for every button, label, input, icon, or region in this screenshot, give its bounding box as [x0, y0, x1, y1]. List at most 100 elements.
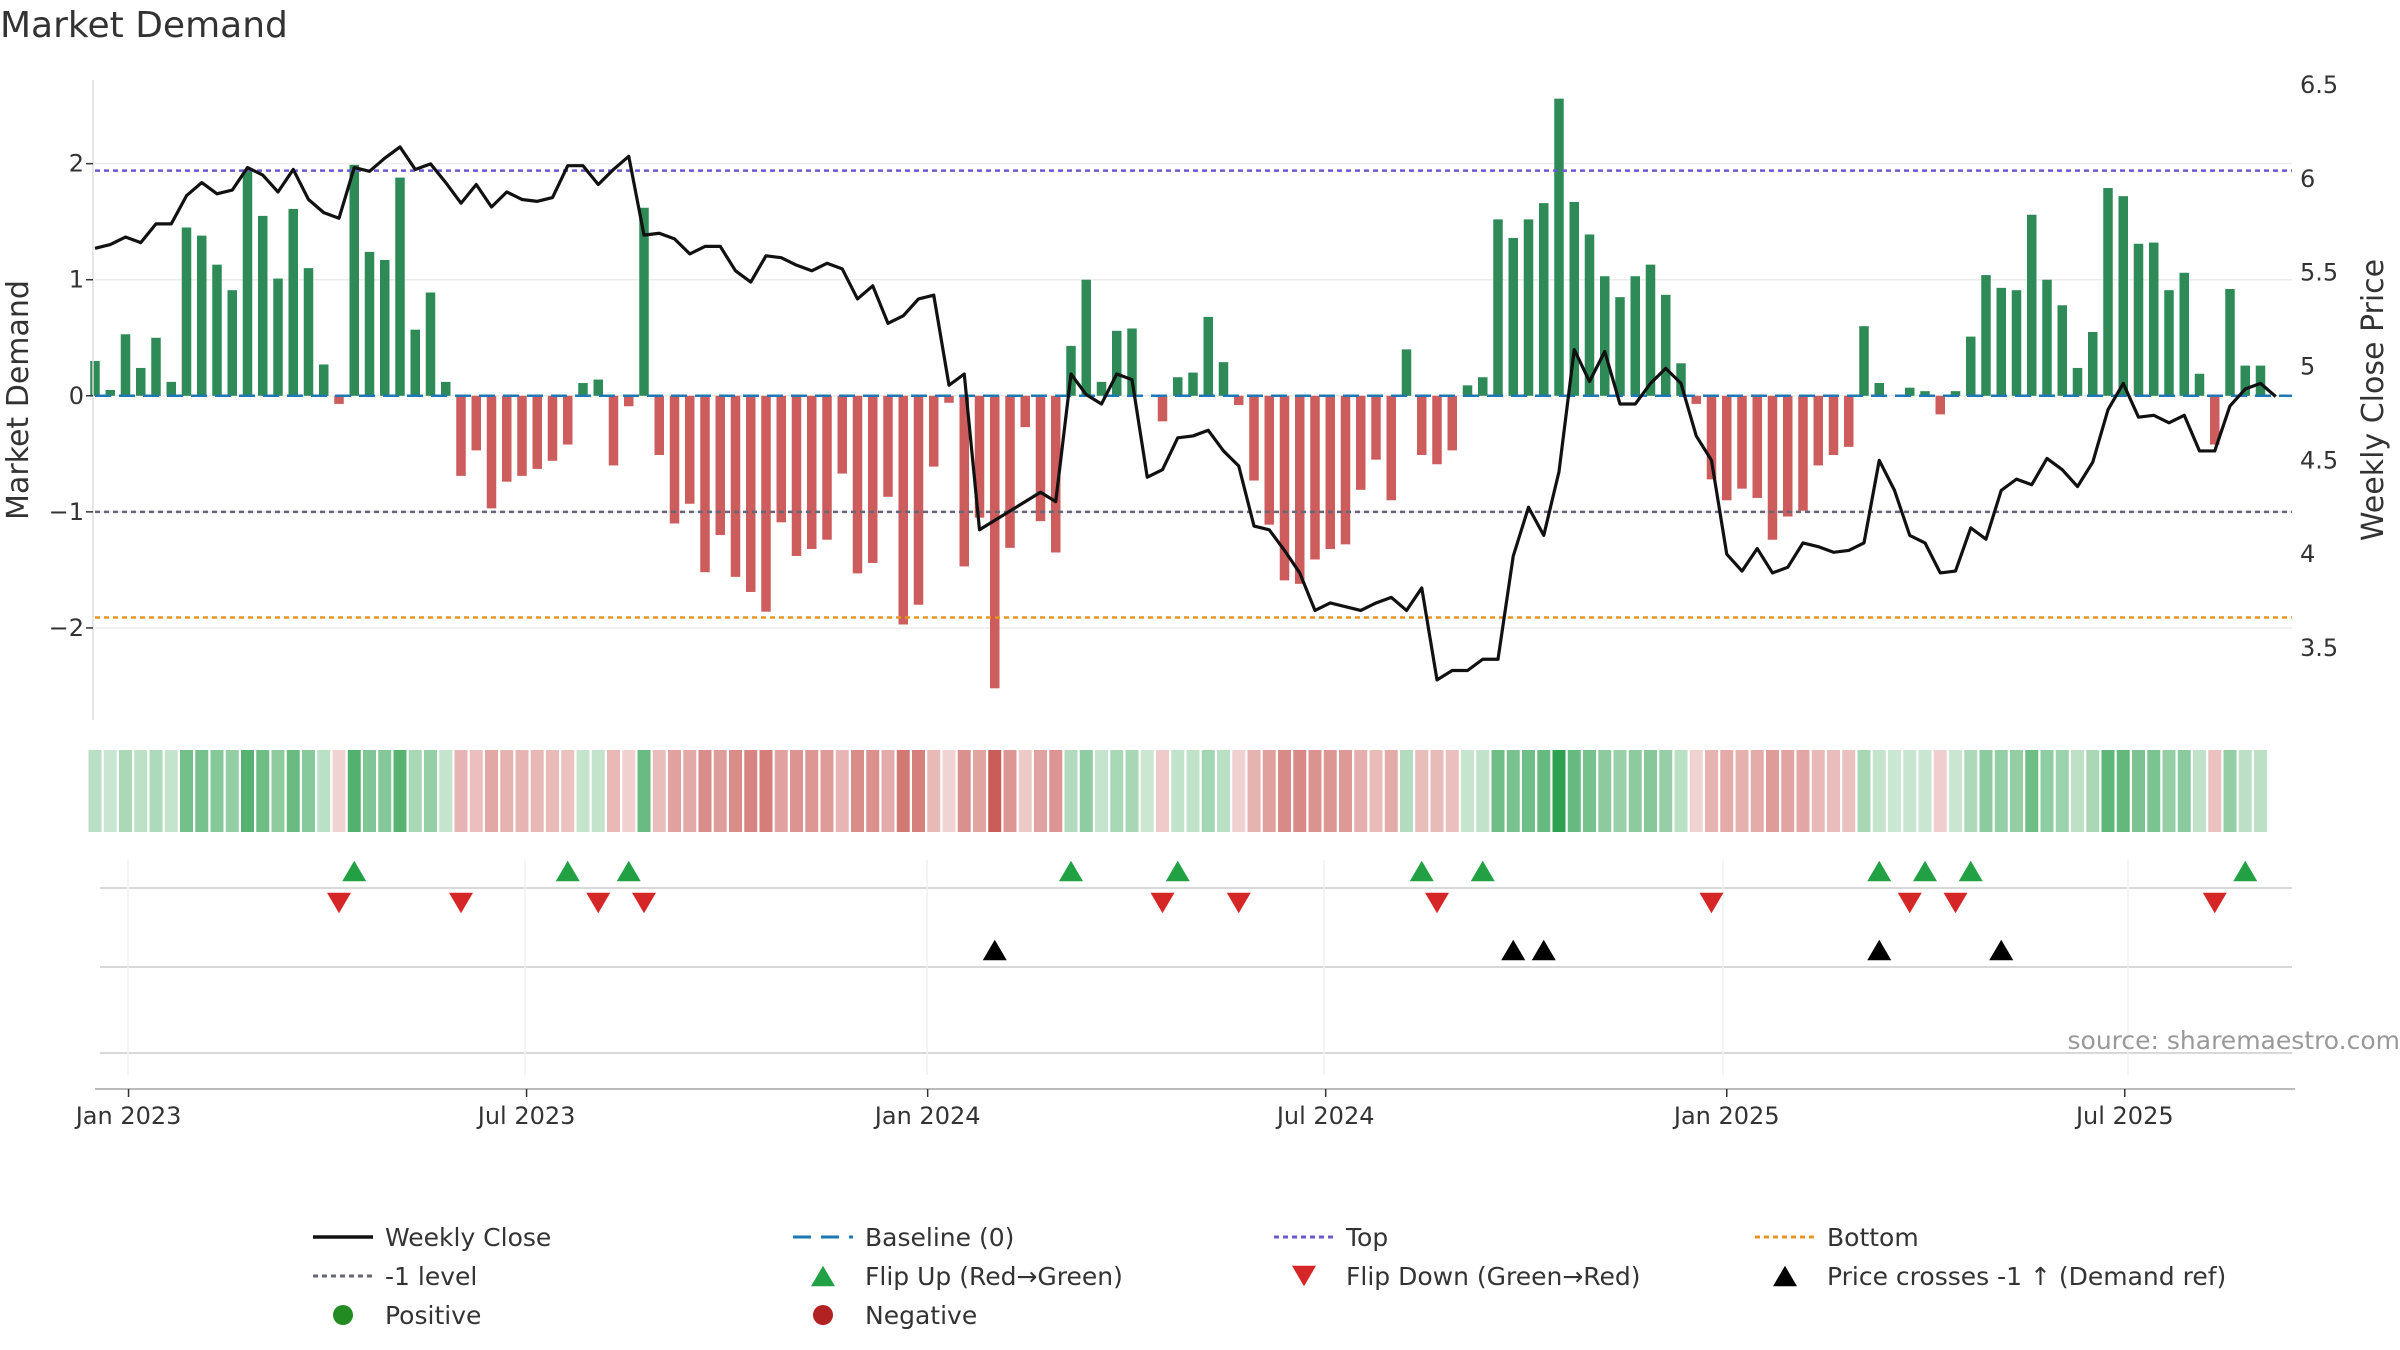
- demand-bar-positive: [1203, 316, 1213, 396]
- flip-down-marker: [632, 892, 656, 914]
- flip-up-marker: [1059, 860, 1083, 882]
- demand-bar-negative: [791, 395, 802, 556]
- price-cross-marker: [1989, 939, 2014, 961]
- demand-bar-positive: [2103, 188, 2113, 396]
- heat-cell-positive: [271, 750, 285, 832]
- demand-bar-positive: [1920, 391, 1930, 396]
- y2-tick-label: 6: [2300, 165, 2315, 193]
- heat-cell-negative: [485, 750, 498, 832]
- demand-bar-positive: [197, 235, 207, 396]
- heat-cell-positive: [1598, 750, 1612, 832]
- heat-cell-positive: [1217, 750, 1230, 832]
- demand-bar-negative: [700, 395, 710, 573]
- heat-cell-negative: [988, 750, 1002, 832]
- heat-cell-positive: [424, 750, 437, 832]
- demand-bar-positive: [1859, 326, 1869, 396]
- flip-down-marker: [1150, 892, 1175, 914]
- demand-bar-negative: [1386, 395, 1396, 501]
- heat-cell-negative: [1262, 750, 1276, 832]
- heat-cell-positive: [286, 750, 300, 832]
- demand-bar-positive: [212, 264, 222, 396]
- x-tick-label: Jul 2025: [2074, 1102, 2174, 1130]
- heat-cell-negative: [896, 750, 910, 832]
- demand-bar-negative: [1798, 395, 1808, 511]
- demand-bar-positive: [1066, 345, 1076, 396]
- demand-bar-positive: [2149, 242, 2159, 396]
- heat-cell-positive: [317, 750, 331, 832]
- legend-label-flip-down: Flip Down (Green→Red): [1346, 1262, 1641, 1291]
- heat-cell-negative: [652, 750, 666, 832]
- heat-cell-negative: [1308, 750, 1322, 832]
- demand-bar-negative: [1264, 395, 1274, 525]
- demand-bar-positive: [1600, 276, 1610, 396]
- demand-bar-positive: [181, 227, 192, 396]
- demand-bar-negative: [334, 395, 344, 404]
- legend-swatch-flip-up: [811, 1265, 835, 1287]
- heat-cell-negative: [698, 750, 712, 832]
- heat-cell-negative: [1232, 750, 1246, 832]
- demand-bar-positive: [1905, 387, 1915, 396]
- heat-cell-positive: [1567, 750, 1581, 832]
- heat-cell-negative: [1369, 750, 1383, 832]
- heat-cell-negative: [759, 750, 773, 832]
- x-tick-label: Jan 2024: [873, 1102, 981, 1130]
- heat-cell-positive: [2238, 750, 2252, 832]
- demand-bar-positive: [1508, 237, 1518, 396]
- demand-bar-positive: [1081, 279, 1091, 396]
- level-lines: [95, 169, 2292, 619]
- flip-down-marker: [327, 892, 351, 914]
- demand-bar-positive: [2057, 305, 2067, 396]
- y-tick-label: −2: [49, 614, 84, 642]
- legend-swatch-positive: [333, 1305, 353, 1325]
- demand-bar-positive: [1966, 336, 1976, 396]
- demand-bar-positive: [288, 208, 298, 396]
- demand-bar-positive: [227, 290, 237, 396]
- heat-cell-negative: [713, 750, 727, 832]
- demand-bar-positive: [303, 268, 314, 396]
- demand-bar-positive: [2194, 373, 2205, 396]
- heat-cell-negative: [500, 750, 514, 832]
- y2-tick-label: 5.5: [2300, 259, 2338, 287]
- demand-bar-negative: [761, 395, 771, 612]
- demand-bar-positive: [349, 164, 359, 396]
- demand-bar-positive: [2088, 331, 2098, 396]
- flip-up-marker: [1409, 860, 1434, 882]
- legend-label-negative: Negative: [865, 1301, 977, 1330]
- legend: Weekly Close Baseline (0) Top Bottom -1 leve…: [313, 1223, 2226, 1330]
- demand-bar-negative: [959, 395, 969, 567]
- demand-bar-negative: [471, 395, 481, 451]
- flip-down-marker: [1943, 892, 1968, 914]
- heat-cell-negative: [912, 750, 925, 832]
- x-axis-ticks: Jan 2023 Jul 2023 Jan 2024 Jul 2024 Jan 2025…: [74, 1088, 2295, 1130]
- heat-cell-negative: [1811, 750, 1825, 832]
- flip-up-marker: [1470, 860, 1495, 882]
- heat-cell-negative: [957, 750, 971, 832]
- demand-bar-positive: [425, 292, 436, 396]
- weekly-close-series: [94, 145, 2277, 682]
- heat-cell-negative: [1750, 750, 1764, 832]
- heat-cell-positive: [1994, 750, 2008, 832]
- heat-cell-negative: [1430, 750, 1444, 832]
- heat-cell-positive: [195, 750, 209, 832]
- heat-cell-positive: [2025, 750, 2039, 832]
- demand-bar-negative: [990, 395, 1000, 689]
- flip-down-marker: [2202, 892, 2227, 914]
- heat-cell-negative: [729, 750, 742, 832]
- flip-down-marker: [1897, 892, 1922, 914]
- demand-bar-negative: [517, 395, 527, 476]
- x-tick-label: Jan 2025: [1672, 1102, 1780, 1130]
- demand-bar-negative: [929, 395, 939, 467]
- y-tick-label: 1: [69, 266, 84, 294]
- heat-cell-negative: [820, 750, 834, 832]
- demand-bar-negative: [1828, 395, 1839, 455]
- legend-label-weekly-close: Weekly Close: [385, 1223, 551, 1252]
- legend-swatch-flip-down: [1292, 1265, 1316, 1287]
- heat-cell-positive: [1186, 750, 1200, 832]
- demand-bar-positive: [1523, 219, 1534, 396]
- heat-cell-positive: [637, 750, 651, 832]
- legend-label-positive: Positive: [385, 1301, 481, 1330]
- flip-up-marker: [342, 860, 367, 882]
- heat-cell-positive: [1888, 750, 1901, 832]
- demand-bar-negative: [1706, 395, 1717, 480]
- heat-cell-positive: [180, 750, 193, 832]
